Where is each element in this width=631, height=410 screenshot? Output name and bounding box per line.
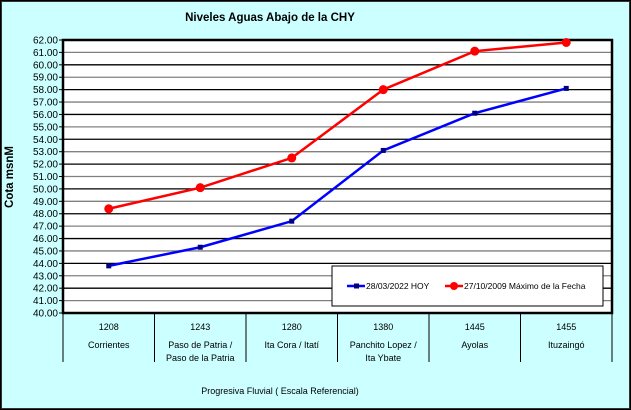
y-tick-label: 62.00 [33,36,58,47]
y-tick-label: 44.00 [33,259,58,270]
y-tick-label: 59.00 [33,73,58,84]
y-tick-label: 55.00 [33,122,58,133]
legend-label: 27/10/2009 Máximo de la Fecha [464,281,586,291]
y-tick-label: 57.00 [33,98,58,109]
data-point [378,85,388,95]
data-point [287,153,297,163]
y-tick-label: 58.00 [33,85,58,96]
data-point [197,244,203,250]
data-point [380,147,386,153]
category-name-label: Ayolas [461,340,488,350]
category-name-label: Ituzaingó [548,340,585,350]
legend-box [331,265,604,307]
y-tick-label: 61.00 [33,48,58,59]
y-axis-label: Cota msnM [4,146,16,208]
category-km-label: 1208 [99,322,119,332]
y-tick-label: 42.00 [33,284,58,295]
y-tick-label: 54.00 [33,135,58,146]
y-tick-label: 49.00 [33,197,58,208]
category-km-label: 1243 [190,322,210,332]
y-tick-label: 45.00 [33,246,58,257]
data-point [470,46,480,56]
y-tick-label: 41.00 [33,296,58,307]
y-tick-label: 46.00 [33,234,58,245]
category-km-label: 1445 [465,322,485,332]
y-tick-label: 47.00 [33,222,58,233]
data-point [195,183,205,193]
y-tick-label: 56.00 [33,110,58,121]
category-name-label: Ita Cora / Itatí [264,340,319,350]
legend-marker [354,283,359,289]
category-name-label: Panchito Lopez / [350,340,418,350]
series-line-1 [108,87,567,268]
data-point [289,218,295,224]
data-point [106,263,112,269]
y-tick-label: 43.00 [33,271,58,282]
data-point [104,204,114,214]
category-name-label: Corrientes [88,340,130,350]
series-line-2 [108,41,567,210]
legend-marker [450,282,458,290]
legend-label: 28/03/2022 HOY [366,281,430,291]
y-tick-label: 40.00 [33,309,58,320]
data-point [561,37,571,47]
category-name-label: Paso de la Patria [166,353,235,363]
y-tick-label: 52.00 [33,160,58,171]
category-km-label: 1280 [282,322,302,332]
y-tick-label: 60.00 [33,60,58,71]
y-tick-label: 53.00 [33,147,58,158]
y-tick-label: 48.00 [33,209,58,220]
category-km-label: 1455 [556,322,576,332]
data-point [472,110,478,116]
chart-title: Niveles Aguas Abajo de la CHY [185,12,355,24]
category-name-label: Ita Ybate [365,353,401,363]
legend: 28/03/2022 HOY 27/10/2009 Máximo de la Fe… [331,265,604,307]
category-name-label: Paso de Patria / [168,340,233,350]
category-km-label: 1380 [373,322,393,332]
x-axis-label: Progresiva Fluvial ( Escala Referencial) [201,386,359,396]
data-point [563,85,569,91]
y-tick-label: 51.00 [33,172,58,183]
y-tick-label: 50.00 [33,184,58,195]
